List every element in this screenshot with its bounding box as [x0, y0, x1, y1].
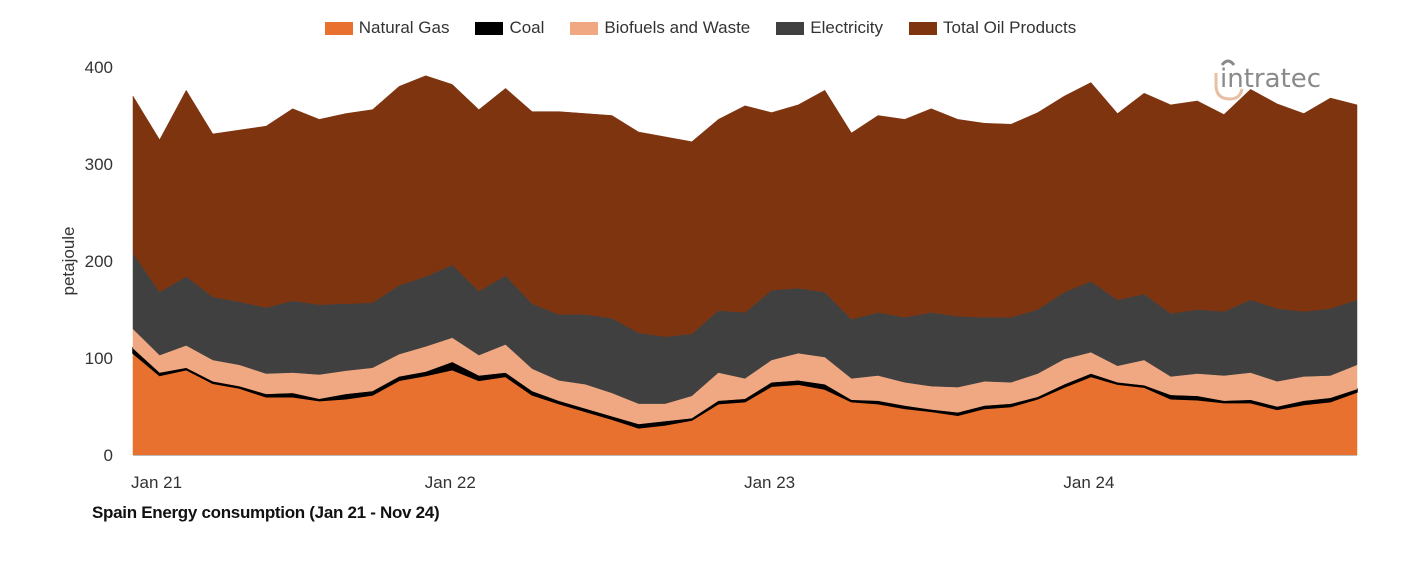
x-tick-label: Jan 21 — [131, 473, 182, 492]
chart-caption: Spain Energy consumption (Jan 21 - Nov 2… — [92, 503, 440, 522]
legend: Natural Gas Coal Biofuels and Waste Electri… — [0, 18, 1401, 38]
x-tick-label: Jan 22 — [425, 473, 476, 492]
legend-swatch — [324, 21, 353, 35]
legend-swatch — [475, 21, 504, 35]
legend-label: Biofuels and Waste — [604, 18, 751, 37]
y-axis-label: petajoule — [59, 226, 78, 295]
legend-item: Biofuels and Waste — [570, 18, 750, 38]
legend-label: Total Oil Products — [943, 18, 1077, 37]
y-tick-label: 100 — [85, 349, 113, 368]
y-tick-label: 200 — [85, 252, 113, 271]
intratec-logo: intratec — [1212, 55, 1362, 110]
y-tick-label: 300 — [85, 155, 113, 174]
y-tick-label: 0 — [104, 446, 113, 465]
legend-label: Electricity — [810, 18, 883, 37]
legend-item: Natural Gas — [324, 18, 450, 38]
x-tick-label: Jan 24 — [1063, 473, 1114, 492]
legend-item: Total Oil Products — [909, 18, 1076, 38]
y-tick-label: 400 — [85, 58, 113, 77]
legend-item: Coal — [475, 18, 544, 38]
area-total-oil-products — [132, 75, 1358, 337]
legend-swatch — [570, 21, 599, 35]
legend-swatch — [909, 21, 937, 35]
legend-label: Coal — [509, 18, 545, 37]
svg-text:intratec: intratec — [1220, 64, 1321, 94]
x-tick-label: Jan 23 — [744, 473, 795, 492]
legend-item: Electricity — [776, 18, 883, 38]
legend-label: Natural Gas — [358, 18, 450, 37]
legend-swatch — [776, 21, 805, 35]
